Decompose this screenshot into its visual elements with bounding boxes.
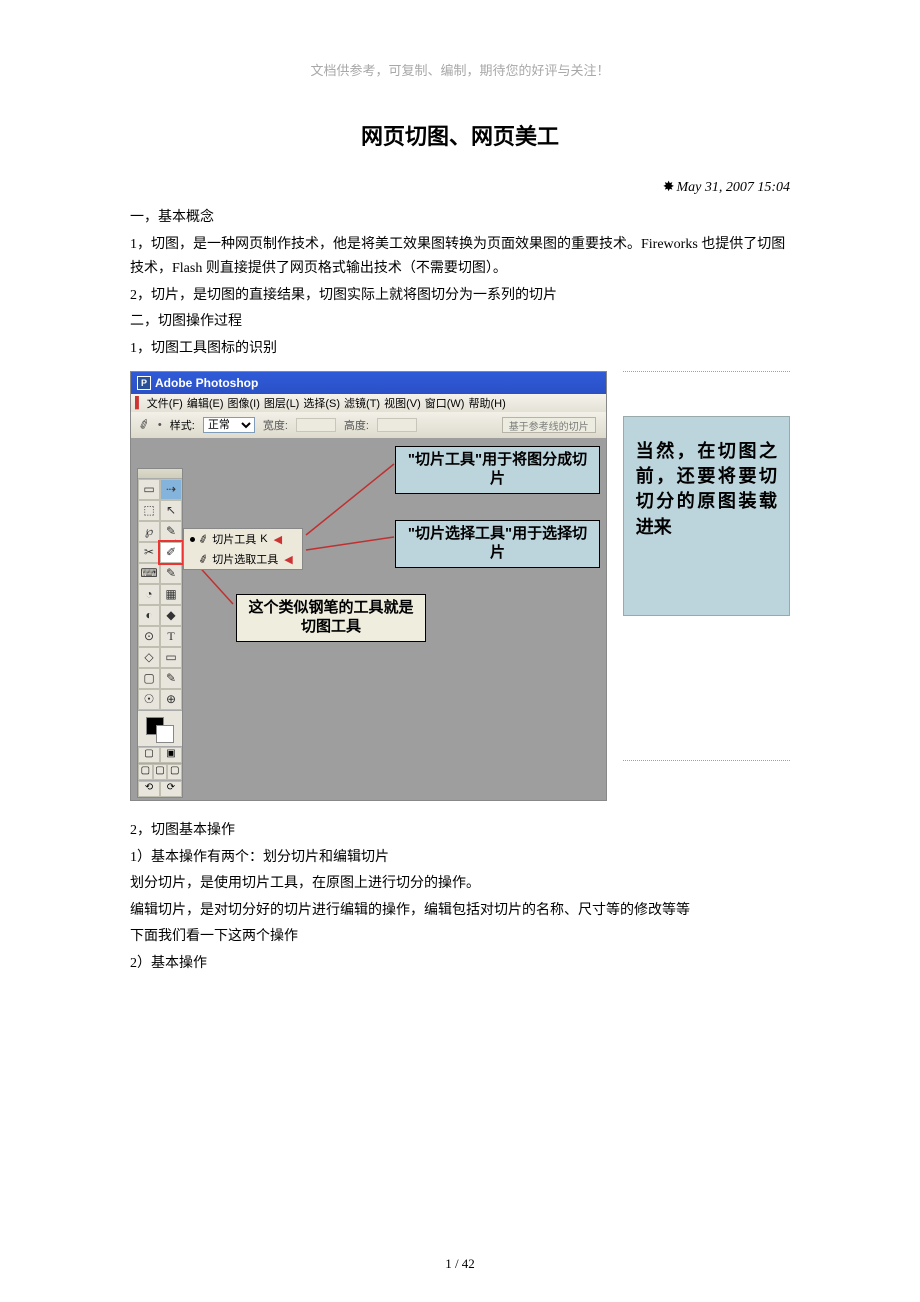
tool-marquee[interactable]: ▭ [138, 479, 160, 500]
annotation-arrow-icon-2: ◀ [284, 553, 292, 566]
screen-1[interactable]: ▢ [138, 764, 153, 780]
flyout-row-slice[interactable]: ✐ 切片工具 K ◀ [184, 529, 302, 549]
page-number: 1 / 42 [0, 1256, 920, 1272]
flyout-slice-key: K [260, 533, 267, 545]
tool-slice[interactable]: ✐ [160, 542, 182, 563]
tool-brush[interactable]: ✎ [160, 563, 182, 584]
tool-gradient[interactable]: ▦ [160, 584, 182, 605]
tool-blur[interactable]: ◐ [138, 605, 160, 626]
tool-zoom[interactable]: ⊕ [160, 689, 182, 710]
menu-edit[interactable]: 编辑(E) [187, 395, 224, 411]
tool-pen[interactable]: ◇ [138, 647, 160, 668]
ps-titlebar: P Adobe Photoshop [131, 372, 606, 394]
paragraph-1: 1，切图，是一种网页制作技术，他是将美工效果图转换为页面效果图的重要技术。Fir… [130, 233, 790, 282]
tool-notes[interactable]: ▢ [138, 668, 160, 689]
paragraph-2: 2，切片，是切图的直接结果，切图实际上就将图切分为一系列的切片 [130, 284, 790, 309]
menu-marker-icon: ▌ [135, 397, 143, 409]
ps-title: Adobe Photoshop [155, 376, 258, 390]
paragraph-4: 2，切图基本操作 [130, 819, 790, 844]
tool-shape[interactable]: ▭ [160, 647, 182, 668]
selected-dot-icon [190, 537, 195, 542]
tool-slice-alt[interactable]: ✎ [160, 521, 182, 542]
slice-select-tool-icon: ✐ [197, 551, 210, 566]
menu-help[interactable]: 帮助(H) [468, 395, 505, 411]
jump-1[interactable]: ⟲ [138, 781, 160, 797]
ps-menubar[interactable]: ▌ 文件(F) 编辑(E) 图像(I) 图层(L) 选择(S) 滤镜(T) 视图… [131, 394, 606, 412]
flyout-row-slice-select[interactable]: ✐ 切片选取工具 ◀ [184, 549, 302, 569]
body-text: 一，基本概念 1，切图，是一种网页制作技术，他是将美工效果图转换为页面效果图的重… [130, 206, 790, 361]
opt-slice-button[interactable]: 基于参考线的切片 [502, 417, 596, 433]
tool-icon-small: ✐ [137, 416, 153, 435]
menu-layer[interactable]: 图层(L) [264, 395, 299, 411]
date-text: May 31, 2007 15:04 [676, 180, 790, 195]
menu-select[interactable]: 选择(S) [303, 395, 340, 411]
flyout-slice-label: 切片工具 [212, 531, 256, 547]
tool-dodge[interactable]: ◆ [160, 605, 182, 626]
menu-view[interactable]: 视图(V) [384, 395, 421, 411]
tool-eyedrop[interactable]: ✎ [160, 668, 182, 689]
header-note: 文档供参考，可复制、编制，期待您的好评与关注！ [130, 60, 790, 79]
swatch-section[interactable] [138, 710, 182, 746]
paragraph-7: 编辑切片，是对切分好的切片进行编辑的操作，编辑包括对切片的名称、尺寸等的修改等等 [130, 899, 790, 924]
tool-wand[interactable]: ↖ [160, 500, 182, 521]
date-line: ✸May 31, 2007 15:04 [130, 179, 790, 196]
menu-file[interactable]: 文件(F) [147, 395, 183, 411]
callout-slice-select-tool: "切片选择工具"用于选择切片 [395, 520, 600, 568]
jump-2[interactable]: ⟳ [160, 781, 182, 797]
menu-window[interactable]: 窗口(W) [425, 395, 465, 411]
tool-crop[interactable]: ℘ [138, 521, 160, 542]
slice-tool-icon: ✐ [197, 531, 210, 546]
screen-2[interactable]: ▢ [153, 764, 168, 780]
toolbox-titlebar[interactable] [138, 469, 182, 479]
menu-filter[interactable]: 滤镜(T) [344, 395, 380, 411]
paragraph-9: 2）基本操作 [130, 952, 790, 977]
bird-icon: ✸ [663, 179, 675, 196]
callout-pen-tool: 这个类似钢笔的工具就是切图工具 [236, 594, 426, 642]
screen-3[interactable]: ▢ [167, 764, 182, 780]
ps-logo-icon: P [137, 376, 151, 390]
paragraph-5: 1）基本操作有两个：划分切片和编辑切片 [130, 846, 790, 871]
tool-grid: ▭ ⇢ ⬚ ↖ ℘ ✎ ✂ ✐ ⌨ ✎ ◔ ▦ ◐ ◆ ⊙ T ◇ [138, 479, 182, 710]
tool-hand[interactable]: ☉ [138, 689, 160, 710]
opt-height-label: 高度: [344, 417, 369, 433]
callout-slice-tool: "切片工具"用于将图分成切片 [395, 446, 600, 494]
tool-heal[interactable]: ✂ [138, 542, 160, 563]
tool-lasso[interactable]: ⬚ [138, 500, 160, 521]
paragraph-6: 划分切片，是使用切片工具，在原图上进行切分的操作。 [130, 872, 790, 897]
paragraph-3: 1，切图工具图标的识别 [130, 337, 790, 362]
photoshop-screenshot: P Adobe Photoshop ▌ 文件(F) 编辑(E) 图像(I) 图层… [130, 371, 607, 801]
tool-clone[interactable]: ⌨ [138, 563, 160, 584]
slice-tool-flyout: ✐ 切片工具 K ◀ ✐ 切片选取工具 ◀ [183, 528, 303, 570]
mode-quickmask[interactable]: ▣ [160, 747, 182, 763]
paragraph-8: 下面我们看一下这两个操作 [130, 925, 790, 950]
annotation-arrow-icon: ◀ [274, 533, 282, 546]
dotted-divider-top [623, 371, 790, 372]
tool-path[interactable]: ⊙ [138, 626, 160, 647]
side-note-box: 当然，在切图之前，还要将要切切分的原图装载进来 [623, 416, 790, 616]
section-header-2: 二，切图操作过程 [130, 310, 790, 335]
opt-style-label: 样式: [170, 417, 195, 433]
background-swatch[interactable] [156, 725, 174, 743]
opt-width-field[interactable] [296, 418, 336, 432]
page-title: 网页切图、网页美工 [130, 119, 790, 151]
mode-standard[interactable]: ▢ [138, 747, 160, 763]
flyout-slice-select-label: 切片选取工具 [212, 551, 278, 567]
opt-style-select[interactable]: 正常 [203, 417, 255, 433]
section-header-1: 一，基本概念 [130, 206, 790, 231]
opt-width-label: 宽度: [263, 417, 288, 433]
after-shot-text: 2，切图基本操作 1）基本操作有两个：划分切片和编辑切片 划分切片，是使用切片工… [130, 819, 790, 976]
side-column: 当然，在切图之前，还要将要切切分的原图装载进来 [623, 371, 790, 801]
opt-separator: • [158, 419, 162, 431]
tool-move[interactable]: ⇢ [160, 479, 182, 500]
dotted-divider-bottom [623, 760, 790, 761]
menu-image[interactable]: 图像(I) [228, 395, 260, 411]
ps-options-bar: ✐ • 样式: 正常 宽度: 高度: 基于参考线的切片 [131, 412, 606, 438]
tool-eraser[interactable]: ◔ [138, 584, 160, 605]
ps-toolbox: ▭ ⇢ ⬚ ↖ ℘ ✎ ✂ ✐ ⌨ ✎ ◔ ▦ ◐ ◆ ⊙ T ◇ [137, 468, 183, 798]
opt-height-field[interactable] [377, 418, 417, 432]
tool-type[interactable]: T [160, 626, 182, 647]
